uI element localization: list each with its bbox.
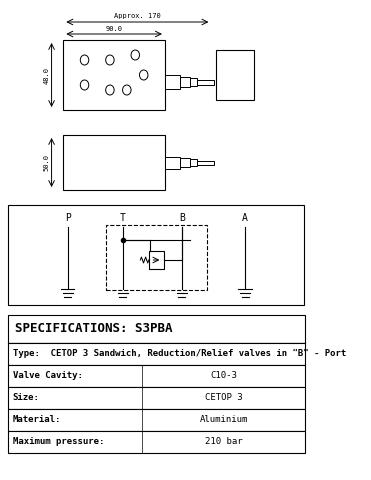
Circle shape: [106, 55, 114, 65]
Text: 210 bar: 210 bar: [205, 437, 242, 446]
Bar: [9, 315, 305, 343]
Bar: [106, 225, 207, 290]
Text: T: T: [120, 213, 125, 223]
Text: 48.0: 48.0: [44, 67, 50, 84]
Circle shape: [139, 70, 148, 80]
Bar: [180, 77, 190, 87]
Bar: [9, 387, 305, 409]
Bar: [9, 365, 305, 387]
Text: Approx. 170: Approx. 170: [114, 13, 160, 19]
Bar: [9, 343, 305, 365]
Text: Type:  CETOP 3 Sandwich, Reduction/Relief valves in "B" - Port: Type: CETOP 3 Sandwich, Reduction/Relief…: [13, 349, 346, 359]
Circle shape: [80, 80, 89, 90]
Text: Size:: Size:: [13, 394, 40, 403]
Bar: [9, 409, 305, 431]
Text: CETOP 3: CETOP 3: [205, 394, 242, 403]
Circle shape: [122, 85, 131, 95]
Bar: [165, 75, 180, 89]
Bar: [197, 80, 214, 84]
Bar: [63, 40, 165, 110]
Text: 90.0: 90.0: [106, 26, 123, 32]
Bar: [197, 160, 214, 165]
Text: SPECIFICATIONS: S3PBA: SPECIFICATIONS: S3PBA: [15, 323, 173, 336]
Bar: [180, 158, 190, 167]
Bar: [9, 205, 304, 305]
Circle shape: [80, 55, 89, 65]
Text: C10-3: C10-3: [210, 372, 237, 381]
Circle shape: [230, 69, 240, 81]
Text: Material:: Material:: [13, 416, 61, 424]
Bar: [190, 159, 197, 166]
Text: P: P: [65, 213, 70, 223]
Circle shape: [106, 85, 114, 95]
Text: B: B: [179, 213, 185, 223]
Bar: [63, 135, 165, 190]
Bar: [216, 50, 254, 100]
Bar: [190, 78, 197, 86]
Circle shape: [131, 50, 139, 60]
Text: Maximum pressure:: Maximum pressure:: [13, 437, 104, 446]
Bar: [149, 251, 164, 269]
Bar: [9, 431, 305, 453]
Text: Aluminium: Aluminium: [199, 416, 248, 424]
Bar: [165, 156, 180, 168]
Text: A: A: [242, 213, 248, 223]
Text: Valve Cavity:: Valve Cavity:: [13, 372, 83, 381]
Text: 50.0: 50.0: [44, 154, 50, 171]
